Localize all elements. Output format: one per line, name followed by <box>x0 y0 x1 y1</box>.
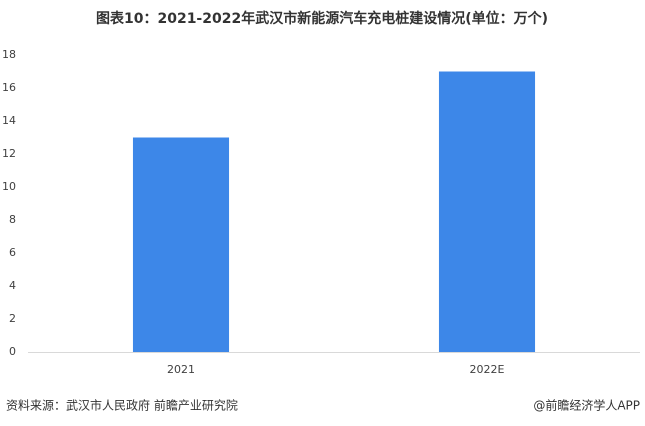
y-tick-label: 8 <box>9 213 16 226</box>
y-tick-label: 16 <box>2 81 16 94</box>
x-tick-label: 2022E <box>470 363 505 376</box>
source: 资料来源：武汉市人民政府 前瞻产业研究院 <box>6 398 238 413</box>
y-tick-label: 2 <box>9 312 16 325</box>
y-tick-label: 4 <box>9 279 16 292</box>
chart-title: 图表10：2021-2022年武汉市新能源汽车充电桩建设情况(单位：万个) <box>96 10 548 27</box>
credit: @前瞻经济学人APP <box>533 398 640 413</box>
y-tick-label: 14 <box>2 114 16 127</box>
y-tick-label: 0 <box>9 345 16 358</box>
x-tick-label: 2021 <box>167 363 195 376</box>
y-tick-label: 18 <box>2 48 16 61</box>
y-tick-label: 6 <box>9 246 16 259</box>
y-tick-label: 12 <box>2 147 16 160</box>
bar <box>438 71 536 352</box>
y-tick-label: 10 <box>2 180 16 193</box>
bar <box>132 137 230 352</box>
